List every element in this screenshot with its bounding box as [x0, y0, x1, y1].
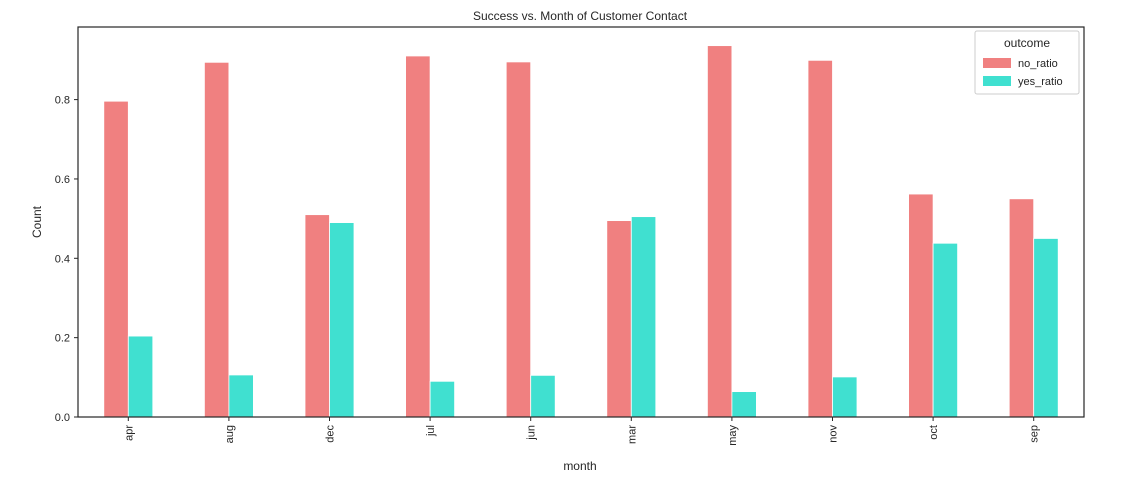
bar-yes-ratio-mar [630, 216, 657, 418]
bar-yes-ratio-nov [832, 376, 858, 418]
bar-no-ratio-mar [606, 220, 632, 418]
x-tick-label-oct: oct [928, 425, 940, 440]
bar-no-ratio-sep [1008, 198, 1035, 418]
bar-yes-ratio-dec [329, 222, 355, 418]
x-tick-label-sep: sep [1029, 425, 1041, 443]
x-tick-label-jul: jul [425, 425, 437, 437]
bar-yes-ratio-jul [429, 380, 456, 418]
x-tick-label-aug: aug [224, 425, 236, 443]
legend-swatch-no-ratio [983, 58, 1011, 68]
y-tick-label: 0.4 [55, 253, 70, 265]
x-tick-label-jun: jun [526, 425, 538, 441]
y-tick-label: 0.2 [55, 333, 70, 345]
bar-yes-ratio-apr [127, 335, 154, 418]
bar-no-ratio-aug [203, 61, 230, 418]
bar-yes-ratio-jun [530, 374, 556, 418]
y-tick-label: 0.8 [55, 95, 70, 107]
x-tick-label-nov: nov [828, 425, 840, 443]
bar-no-ratio-jun [505, 61, 532, 418]
legend-title: outcome [1004, 36, 1050, 50]
plot-area: apr aug dec jul jun mar may nov oct sep 0.0 0.2 0.4 0… [55, 26, 1085, 446]
bar-yes-ratio-may [731, 391, 757, 418]
y-tick-label: 0.6 [55, 174, 70, 186]
bar-yes-ratio-oct [932, 242, 958, 418]
bar-no-ratio-apr [103, 100, 129, 418]
legend-label-no-ratio: no_ratio [1018, 58, 1058, 70]
chart-title: Success vs. Month of Customer Contact [473, 9, 688, 23]
bar-no-ratio-nov [807, 59, 833, 418]
bar-yes-ratio-aug [228, 374, 254, 418]
x-tick-label-mar: mar [626, 425, 638, 444]
x-tick-label-may: may [727, 425, 739, 446]
bar-yes-ratio-sep [1033, 238, 1059, 418]
x-tick-label-dec: dec [325, 425, 337, 443]
legend-swatch-yes-ratio [983, 76, 1011, 86]
x-axis-label: month [563, 459, 596, 473]
bar-no-ratio-dec [304, 214, 330, 418]
bar-no-ratio-may [707, 45, 733, 418]
legend: outcome no_ratio yes_ratio [974, 30, 1080, 95]
x-tick-label-apr: apr [123, 425, 135, 441]
plot-frame [77, 26, 1085, 418]
bar-no-ratio-oct [908, 193, 934, 418]
bar-no-ratio-jul [405, 55, 431, 418]
y-axis-label: Count [30, 205, 44, 238]
y-tick-label: 0.0 [55, 412, 70, 424]
legend-label-yes-ratio: yes_ratio [1018, 76, 1063, 88]
